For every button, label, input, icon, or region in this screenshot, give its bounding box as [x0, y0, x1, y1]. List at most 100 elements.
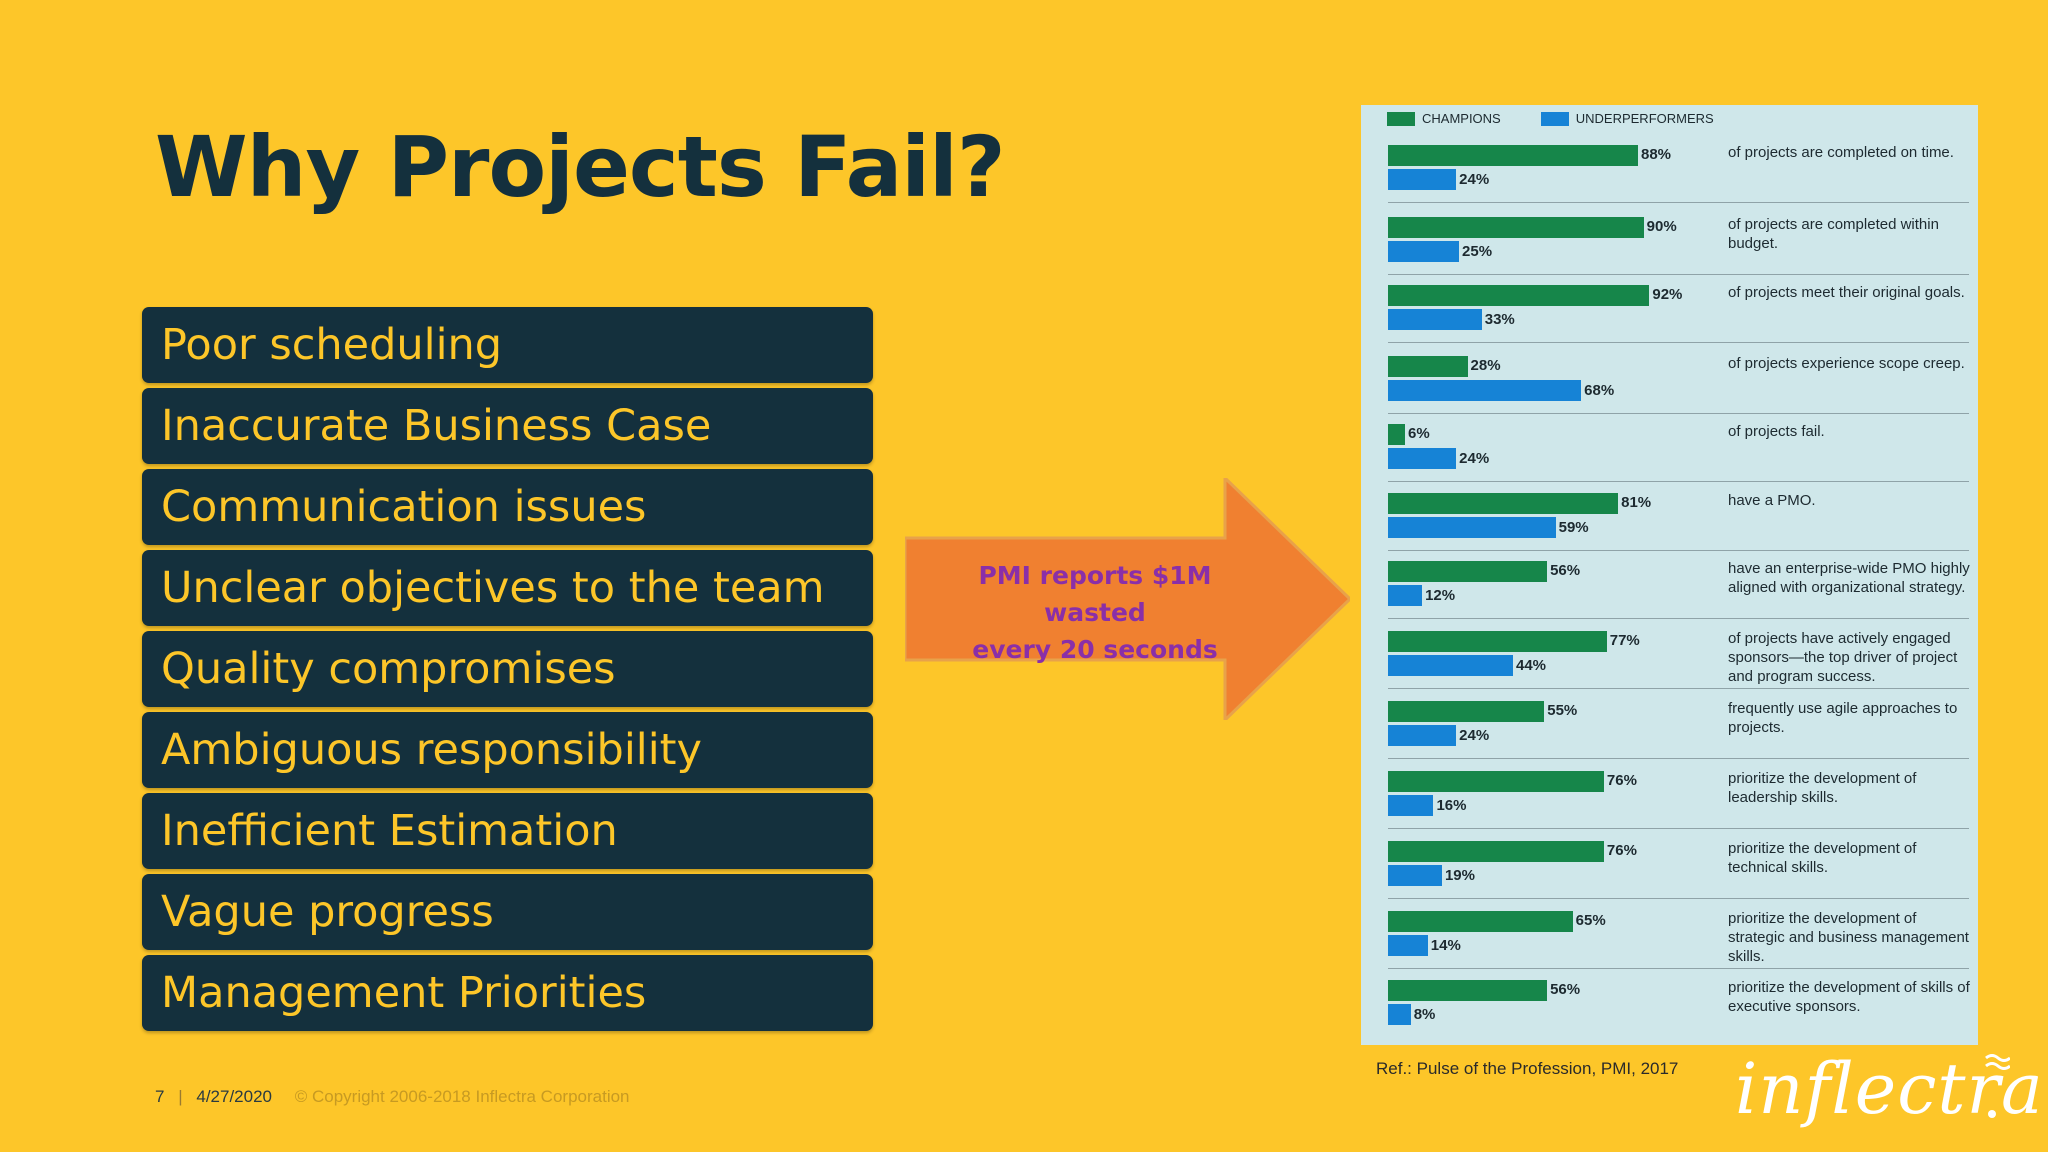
- champions-value-label: 6%: [1408, 425, 1430, 442]
- row-divider: [1388, 274, 1969, 275]
- underperformers-bar: [1388, 309, 1482, 330]
- underperformers-bar: [1388, 241, 1460, 262]
- copyright-text: © Copyright 2006-2018 Inflectra Corporat…: [294, 1087, 630, 1106]
- row-divider: [1388, 618, 1969, 619]
- legend-label-underperformers: UNDERPERFORMERS: [1575, 111, 1714, 126]
- arrow-callout-line-1: PMI reports $1M wasted: [978, 561, 1212, 627]
- reason-item: Poor scheduling: [142, 307, 873, 383]
- champions-bar: [1388, 217, 1644, 238]
- champions-bar: [1388, 841, 1604, 862]
- row-divider: [1388, 758, 1969, 759]
- row-divider: [1388, 898, 1969, 899]
- reason-item: Ambiguous responsibility: [142, 712, 873, 788]
- arrow-shape: [905, 478, 1350, 720]
- underperformers-bar: [1388, 1004, 1411, 1025]
- underperformers-value-label: 25%: [1462, 243, 1493, 260]
- reason-item: Management Priorities: [142, 955, 873, 1031]
- logo-mark-icon: [1985, 1054, 2010, 1118]
- champions-value-label: 77%: [1609, 632, 1640, 649]
- underperformers-value-label: 68%: [1584, 382, 1615, 399]
- chart-category-label: prioritize the development of skills of …: [1728, 979, 1970, 1015]
- champions-bar: [1388, 701, 1545, 722]
- chart-category-label: of projects meet their original goals.: [1728, 284, 1965, 301]
- reason-item: Unclear objectives to the team: [142, 550, 873, 626]
- row-divider: [1388, 202, 1969, 203]
- underperformers-bar: [1388, 795, 1434, 816]
- slide-title: Why Projects Fail?: [155, 118, 1006, 216]
- legend-item-underperformers: UNDERPERFORMERS: [1540, 111, 1714, 126]
- chart-category-label: prioritize the development of leadership…: [1728, 770, 1917, 806]
- champions-bar: [1388, 285, 1650, 306]
- arrow-callout-line-2: every 20 seconds: [972, 635, 1218, 664]
- chart-category-label: of projects are completed within budget.: [1728, 216, 1939, 252]
- champions-bar: [1388, 145, 1638, 166]
- chart-category-label: prioritize the development of strategic …: [1728, 910, 1969, 965]
- underperformers-value-label: 12%: [1425, 587, 1456, 604]
- chart-category-label: of projects experience scope creep.: [1728, 355, 1965, 372]
- champions-value-label: 56%: [1550, 562, 1581, 579]
- underperformers-bar: [1388, 655, 1513, 676]
- chart-category-label: of projects are completed on time.: [1728, 144, 1954, 161]
- underperformers-value-label: 14%: [1430, 937, 1461, 954]
- champions-value-label: 81%: [1621, 494, 1652, 511]
- reason-item: Communication issues: [142, 469, 873, 545]
- champions-value-label: 65%: [1575, 912, 1606, 929]
- chart-category-label: of projects have actively engaged sponso…: [1728, 630, 1958, 685]
- chart-category-label: have an enterprise-wide PMO highly align…: [1728, 560, 1970, 596]
- champions-value-label: 90%: [1646, 218, 1677, 235]
- row-divider: [1388, 413, 1969, 414]
- champions-bar: [1388, 356, 1468, 377]
- champions-bar: [1388, 424, 1406, 445]
- legend-label-champions: CHAMPIONS: [1422, 111, 1501, 126]
- champions-bar: [1388, 493, 1619, 514]
- champions-value-label: 92%: [1652, 286, 1683, 303]
- champions-bar: [1388, 561, 1548, 582]
- footer-separator: |: [178, 1087, 183, 1106]
- champions-value-label: 56%: [1550, 981, 1581, 998]
- chart-reference: Ref.: Pulse of the Profession, PMI, 2017: [1376, 1059, 1679, 1078]
- legend-swatch-underperformers: [1540, 111, 1569, 126]
- legend-item-champions: CHAMPIONS: [1387, 111, 1501, 126]
- underperformers-bar: [1388, 935, 1428, 956]
- underperformers-bar: [1388, 169, 1457, 190]
- row-divider: [1388, 968, 1969, 969]
- row-divider: [1388, 481, 1969, 482]
- reason-item: Inaccurate Business Case: [142, 388, 873, 464]
- champions-bar: [1388, 771, 1604, 792]
- chart-category-label: of projects fail.: [1728, 423, 1825, 440]
- legend-swatch-champions: [1387, 111, 1415, 126]
- slide-footer: 7 | 4/27/2020 © Copyright 2006-2018 Infl…: [155, 1087, 630, 1107]
- underperformers-value-label: 24%: [1459, 171, 1490, 188]
- underperformers-value-label: 24%: [1459, 450, 1490, 467]
- row-divider: [1388, 688, 1969, 689]
- champions-value-label: 55%: [1547, 702, 1578, 719]
- champions-value-label: 76%: [1606, 772, 1637, 789]
- row-divider: [1388, 828, 1969, 829]
- slide-date: 4/27/2020: [196, 1087, 272, 1106]
- underperformers-value-label: 16%: [1436, 797, 1467, 814]
- champions-bar: [1388, 980, 1548, 1001]
- underperformers-value-label: 19%: [1444, 867, 1475, 884]
- champions-value-label: 28%: [1470, 357, 1501, 374]
- chart-category-label: frequently use agile approaches to proje…: [1728, 700, 1958, 736]
- pmi-chart-panel: CHAMPIONS UNDERPERFORMERS 88% 24% of proje…: [1361, 105, 1978, 1045]
- champions-bar: [1388, 631, 1607, 652]
- champions-value-label: 76%: [1606, 842, 1637, 859]
- arrow-callout-text: PMI reports $1M wasted every 20 seconds: [925, 557, 1265, 668]
- underperformers-value-label: 33%: [1484, 311, 1515, 328]
- underperformers-bar: [1388, 865, 1442, 886]
- underperformers-bar: [1388, 585, 1423, 606]
- underperformers-bar: [1388, 517, 1556, 538]
- page-number: 7: [155, 1087, 165, 1106]
- underperformers-bar: [1388, 448, 1457, 469]
- chart-category-label: prioritize the development of technical …: [1728, 840, 1917, 876]
- champions-bar: [1388, 911, 1573, 932]
- underperformers-value-label: 8%: [1413, 1006, 1436, 1023]
- underperformers-value-label: 59%: [1558, 519, 1589, 536]
- row-divider: [1388, 342, 1969, 343]
- reasons-list: Poor scheduling Inaccurate Business Case C…: [142, 307, 873, 1036]
- chart-category-label: have a PMO.: [1728, 492, 1816, 509]
- underperformers-bar: [1388, 380, 1582, 401]
- underperformers-value-label: 44%: [1516, 657, 1547, 674]
- underperformers-bar: [1388, 725, 1457, 746]
